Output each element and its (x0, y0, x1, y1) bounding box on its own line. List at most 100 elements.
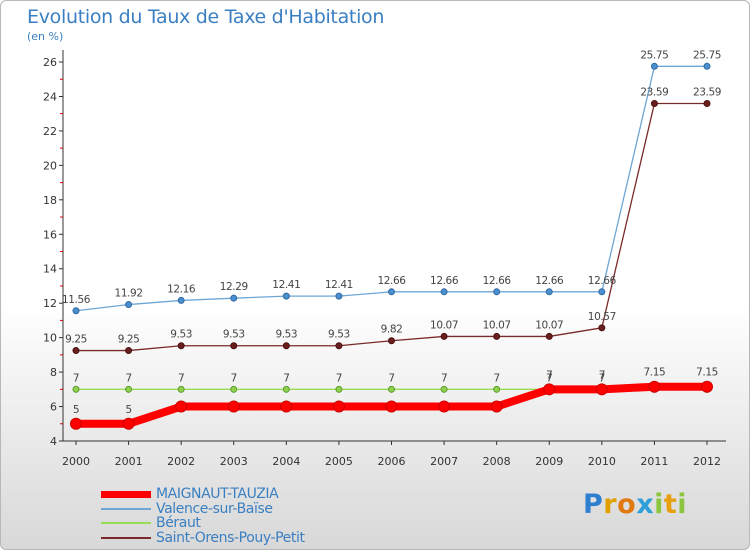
legend-label: Valence-sur-Baïse (156, 500, 273, 517)
brand-letter: r (603, 489, 618, 520)
data-label: 12.66 (430, 275, 459, 287)
data-label: 9.82 (381, 324, 403, 336)
data-point (282, 342, 290, 350)
x-tick-label: 2011 (640, 455, 668, 468)
data-label: 7 (283, 372, 289, 384)
y-tick-label: 4 (50, 435, 57, 448)
data-point (227, 400, 240, 413)
data-point (125, 347, 133, 355)
data-point (545, 332, 553, 340)
data-point (282, 385, 290, 393)
data-label: 7 (546, 372, 552, 384)
data-point (598, 324, 606, 332)
brand-letter: x (636, 489, 655, 520)
legend-swatch (101, 522, 151, 524)
data-point (282, 292, 290, 300)
data-label: 7 (388, 372, 394, 384)
data-point (598, 288, 606, 296)
data-label: 12.16 (167, 283, 196, 295)
y-tick-label: 6 (50, 401, 57, 414)
y-tick-label: 8 (50, 366, 57, 379)
data-point (125, 301, 133, 309)
x-tick-label: 2010 (588, 455, 616, 468)
data-point (388, 385, 395, 393)
data-point (335, 292, 343, 300)
data-point (72, 307, 80, 315)
data-point (177, 385, 185, 393)
data-point (388, 288, 395, 296)
x-tick-label: 2008 (483, 455, 511, 468)
data-point (230, 342, 238, 350)
data-point (332, 400, 345, 413)
brand-letter: i (654, 489, 664, 520)
data-label: 10.07 (430, 319, 458, 331)
data-point (175, 400, 188, 413)
data-label: 12.41 (272, 279, 300, 291)
data-label: 10.07 (483, 319, 511, 331)
data-label: 9.53 (328, 329, 350, 341)
data-point (440, 288, 448, 296)
brand-letter: i (677, 489, 688, 520)
data-label: 11.56 (62, 294, 91, 306)
data-label: 5 (73, 404, 79, 416)
data-point (385, 400, 398, 413)
data-label: 9.53 (223, 329, 245, 341)
data-point (125, 385, 133, 393)
x-tick-label: 2001 (115, 455, 143, 468)
chart-subtitle: (en %) (27, 30, 64, 43)
data-point (545, 288, 553, 296)
data-label: 25.75 (693, 49, 721, 61)
legend-label: Béraut (156, 515, 201, 531)
data-label: 7 (599, 372, 605, 384)
x-tick-label: 2009 (535, 455, 563, 468)
data-label: 23.59 (693, 87, 721, 99)
data-label: 7 (178, 372, 184, 384)
data-label: 12.66 (588, 275, 617, 287)
x-tick-label: 2002 (167, 455, 195, 468)
data-point (438, 400, 451, 413)
data-label: 7 (546, 369, 552, 381)
x-tick-label: 2007 (430, 455, 458, 468)
data-point (703, 100, 711, 108)
y-tick-label: 16 (43, 228, 57, 241)
y-tick-label: 26 (43, 56, 57, 69)
data-label: 12.41 (325, 279, 353, 291)
data-label: 12.66 (535, 275, 564, 287)
data-label: 9.53 (170, 329, 192, 341)
data-point (493, 288, 501, 296)
data-point (177, 296, 185, 304)
data-point (230, 294, 238, 302)
y-tick-label: 10 (43, 332, 57, 345)
data-point (701, 380, 713, 393)
data-point (335, 342, 343, 350)
data-label: 25.75 (640, 49, 668, 61)
brand-logo: Proxiti (583, 489, 687, 520)
data-label: 9.25 (65, 334, 87, 346)
data-point (388, 337, 395, 345)
data-point (440, 385, 448, 393)
legend-swatch (101, 536, 151, 539)
data-label: 7 (73, 372, 79, 384)
y-tick-label: 24 (43, 90, 57, 103)
data-point (335, 385, 343, 393)
brand-letter: t (663, 489, 678, 520)
data-label: 7.15 (696, 367, 718, 379)
data-label: 7 (599, 369, 605, 381)
data-point (648, 380, 661, 393)
data-point (490, 400, 503, 413)
y-tick-label: 18 (43, 194, 57, 207)
data-point (703, 62, 711, 70)
data-point (493, 332, 501, 340)
data-point (230, 385, 238, 393)
chart-title: Evolution du Taux de Taxe d'Habitation (27, 6, 385, 28)
data-point (650, 62, 658, 70)
data-point (280, 400, 293, 413)
data-label: 7.15 (644, 367, 666, 379)
data-point (122, 417, 135, 430)
data-label: 23.59 (640, 87, 668, 99)
data-label: 10.57 (588, 311, 616, 323)
legend-swatch (101, 507, 151, 510)
x-tick-label: 2012 (693, 455, 721, 468)
